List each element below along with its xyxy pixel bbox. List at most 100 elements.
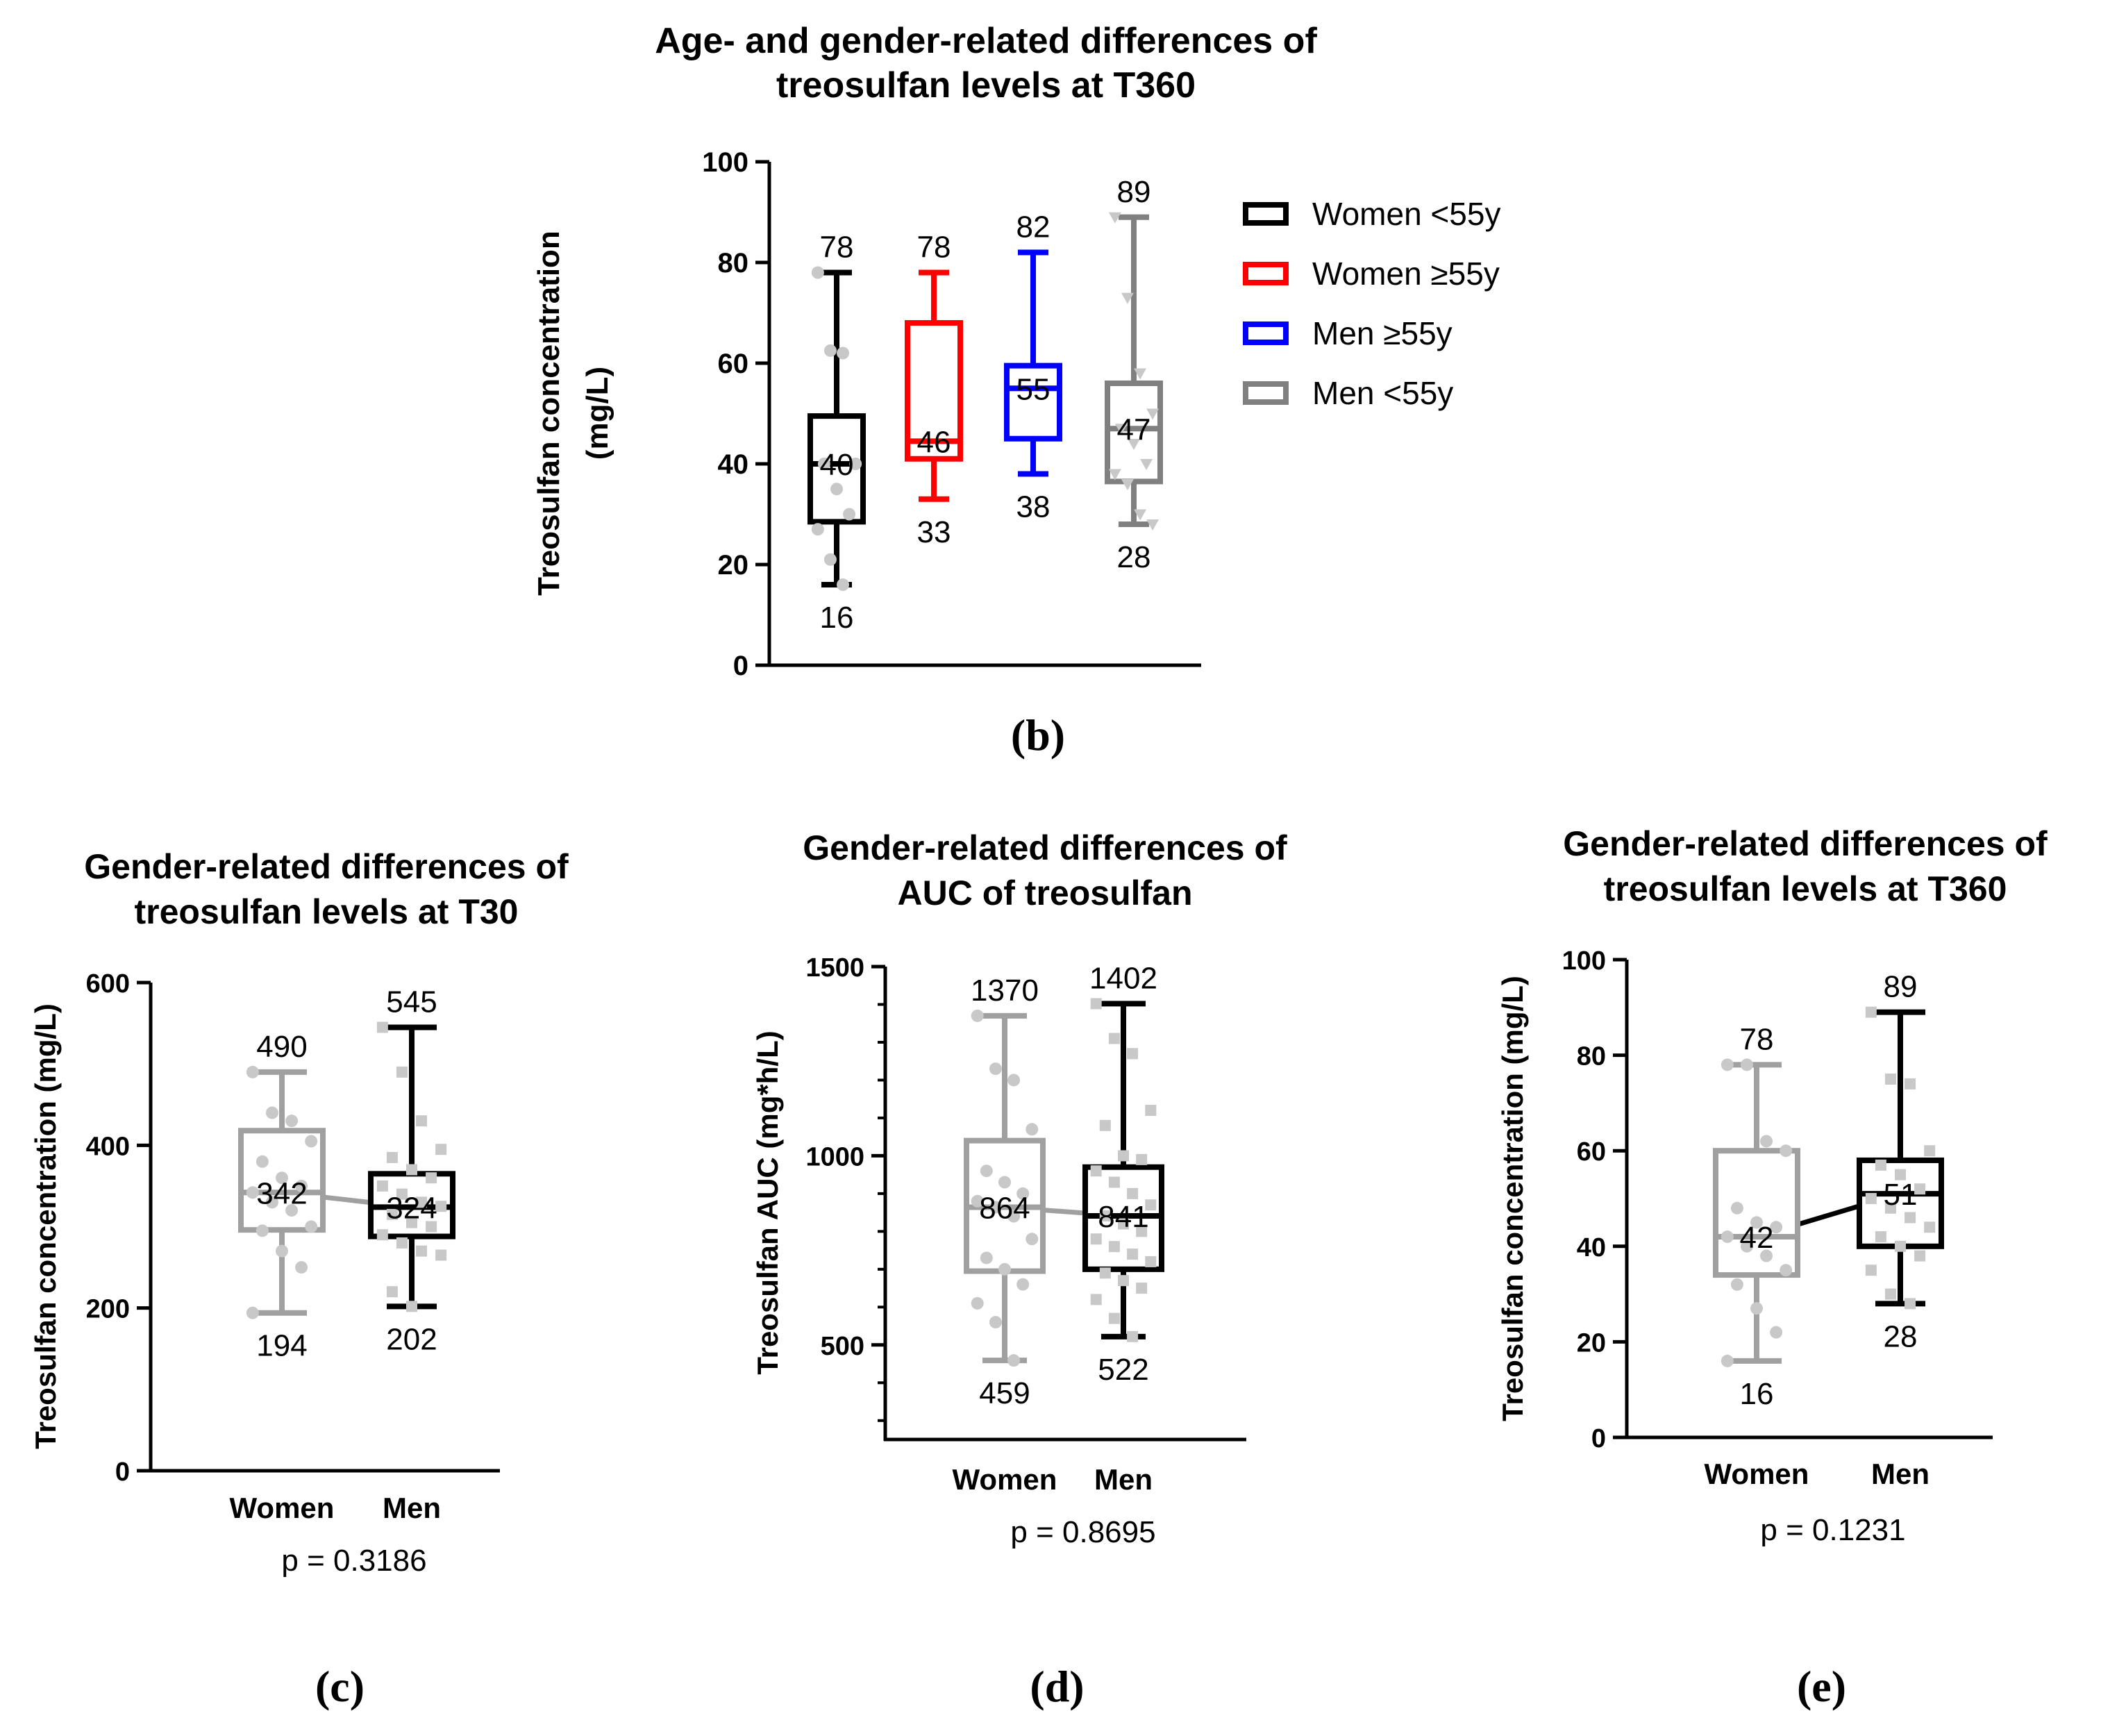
box-iqr xyxy=(905,320,963,462)
box-men: 89 28 51 xyxy=(1857,970,1944,1353)
data-point xyxy=(1108,1312,1120,1324)
data-point xyxy=(1007,1354,1021,1367)
data-point xyxy=(1118,1218,1129,1230)
data-point xyxy=(376,1021,388,1033)
data-point xyxy=(265,1196,278,1209)
data-point xyxy=(406,1301,417,1312)
y-tick-label: 600 xyxy=(86,969,130,999)
y-tick-label: 60 xyxy=(1577,1137,1606,1167)
y-tick-label: 80 xyxy=(1577,1042,1606,1071)
data-point xyxy=(426,1221,437,1233)
data-point xyxy=(1090,1233,1102,1245)
data-point xyxy=(246,1065,259,1078)
min-value-label: 16 xyxy=(820,601,854,635)
data-point xyxy=(811,523,824,536)
x-category-label: Men xyxy=(1094,1463,1153,1496)
p-value-label: p = 0.1231 xyxy=(1760,1513,1905,1547)
data-point xyxy=(1780,1144,1793,1158)
x-category-label: Women xyxy=(1705,1458,1809,1490)
data-point xyxy=(1118,1275,1129,1287)
data-point xyxy=(1090,1165,1102,1177)
data-point xyxy=(426,1172,437,1184)
legend-swatch xyxy=(1243,381,1289,405)
data-point xyxy=(435,1201,447,1212)
data-point xyxy=(256,1155,269,1168)
panel-c: Gender-related differences of treosulfan … xyxy=(29,847,569,1711)
box-women: 1370 459 864 xyxy=(964,974,1046,1410)
data-point xyxy=(1108,469,1121,481)
max-value-label: 545 xyxy=(386,985,437,1019)
box-women: 490 194 342 xyxy=(238,1030,326,1363)
data-point xyxy=(971,1296,984,1310)
median-value-label: 342 xyxy=(256,1176,307,1210)
y-tick-label: 1000 xyxy=(805,1142,864,1171)
median-value-label: 47 xyxy=(1117,412,1151,446)
max-value-label: 78 xyxy=(1740,1022,1774,1056)
data-point xyxy=(396,1188,408,1200)
data-point xyxy=(285,1204,299,1217)
data-point xyxy=(435,1144,447,1155)
y-tick-label: 0 xyxy=(115,1458,130,1487)
data-point xyxy=(980,1251,993,1265)
median-value-label: 42 xyxy=(1740,1221,1774,1255)
data-point xyxy=(386,1151,398,1163)
data-point xyxy=(971,1194,984,1208)
y-tick-label: 40 xyxy=(718,449,749,480)
min-value-label: 38 xyxy=(1016,490,1050,524)
y-tick-label: 500 xyxy=(821,1332,864,1361)
data-point xyxy=(276,1171,288,1185)
data-point xyxy=(1145,1199,1157,1211)
data-point xyxy=(1016,1187,1030,1200)
max-value-label: 78 xyxy=(820,231,854,265)
data-point xyxy=(1090,1294,1102,1305)
data-point xyxy=(1770,1221,1783,1234)
box-women: 78 16 42 xyxy=(1713,1022,1800,1411)
data-point xyxy=(1884,1074,1896,1085)
panel-b: Age- and gender-related differences oftr… xyxy=(532,21,1500,760)
data-point xyxy=(1099,1210,1111,1222)
data-point xyxy=(1924,1145,1936,1157)
data-point xyxy=(971,1009,984,1022)
data-point xyxy=(1145,1255,1157,1267)
chart-title: Gender-related differences of xyxy=(84,847,569,886)
y-tick-label: 0 xyxy=(733,651,748,681)
data-point xyxy=(1136,1153,1148,1165)
data-point xyxy=(396,1237,408,1249)
y-axis-label: Treosulfan concentration (mg/L) xyxy=(29,1003,62,1449)
panel-d: Gender-related differences of AUC of treo… xyxy=(751,828,1287,1711)
y-tick-label: 80 xyxy=(718,248,749,278)
legend: Women <55y Women ≥55y Men ≥55y Men <55y xyxy=(1243,196,1500,411)
data-point xyxy=(1127,1249,1139,1260)
x-category-label: Men xyxy=(383,1492,441,1524)
data-point xyxy=(1146,408,1160,420)
data-point xyxy=(1140,459,1153,470)
y-tick-label: 0 xyxy=(1591,1424,1606,1453)
y-tick-label: 100 xyxy=(702,147,748,178)
data-point xyxy=(1121,292,1134,304)
data-point xyxy=(246,1306,259,1319)
legend-entry-label: Men ≥55y xyxy=(1312,315,1453,351)
data-point xyxy=(1750,1216,1763,1229)
chart-title: treosulfan levels at T360 xyxy=(776,65,1196,106)
y-tick-label: 40 xyxy=(1577,1233,1606,1262)
data-point xyxy=(1108,212,1121,224)
data-point xyxy=(1121,479,1134,490)
data-point xyxy=(1721,1230,1734,1244)
data-point xyxy=(811,266,824,279)
data-point xyxy=(386,1286,398,1298)
legend-swatch xyxy=(1243,322,1289,345)
x-category-label: Women xyxy=(230,1492,335,1524)
box-iqr xyxy=(1105,381,1163,485)
data-point xyxy=(376,1229,388,1241)
legend-swatch xyxy=(1243,262,1289,285)
max-value-label: 82 xyxy=(1016,210,1050,244)
data-point xyxy=(998,1176,1011,1189)
data-point xyxy=(276,1244,288,1258)
data-point xyxy=(1875,1231,1886,1243)
data-point xyxy=(1127,1048,1139,1060)
data-point xyxy=(1108,1176,1120,1188)
y-axis-label: Treosulfan concentration (mg/L) xyxy=(1496,976,1529,1421)
data-point xyxy=(1128,439,1140,450)
data-point xyxy=(1770,1326,1783,1339)
data-point xyxy=(265,1106,278,1119)
